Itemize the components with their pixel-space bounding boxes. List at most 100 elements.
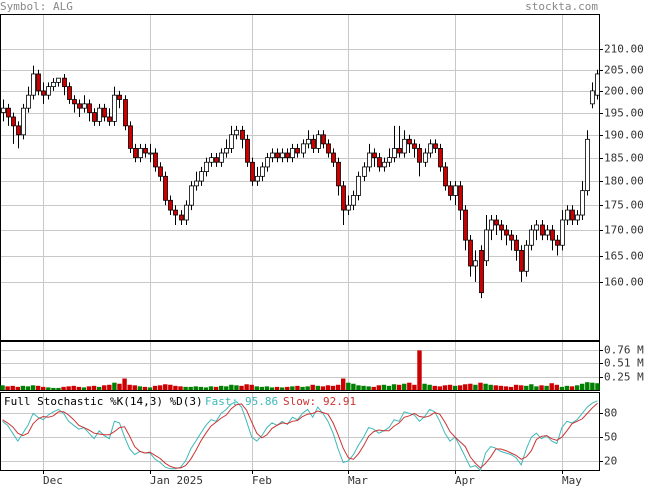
price-panel — [0, 14, 600, 341]
volume-bar — [224, 386, 229, 390]
volume-bar — [468, 383, 473, 390]
volume-bar — [483, 383, 488, 390]
volume-bar — [264, 386, 270, 390]
volume-bar — [427, 384, 432, 390]
candle-body — [270, 152, 275, 159]
volume-bar — [102, 385, 107, 390]
volume-bar — [325, 385, 331, 390]
volume-bar — [564, 385, 570, 390]
x-tick-label: Feb — [252, 474, 272, 486]
volume-bar — [208, 386, 214, 390]
y-tick-label: 0.76 M — [604, 344, 644, 357]
y-tick-label: 50 — [604, 431, 617, 444]
candle-body — [306, 138, 311, 145]
candle-body — [265, 157, 270, 168]
stochastic-line — [2, 400, 598, 472]
volume-bar — [361, 385, 366, 390]
volume-bar — [300, 386, 305, 390]
volume-bar — [539, 385, 544, 390]
x-tick-label: Apr — [455, 474, 475, 486]
volume-bar — [417, 350, 422, 390]
volume-bar — [396, 384, 402, 390]
y-tick-label: 80 — [604, 407, 617, 420]
volume-bar — [580, 383, 585, 390]
volume-bar — [437, 386, 443, 390]
candle-body — [260, 166, 265, 177]
x-tick-label: May — [562, 474, 582, 486]
candle-body — [417, 148, 422, 163]
candle-body — [458, 185, 463, 211]
candle-body — [504, 229, 509, 236]
candle-body — [295, 148, 300, 154]
candle-body — [301, 143, 306, 154]
volume-bar — [508, 386, 514, 390]
candle-body — [11, 116, 16, 127]
volume-bar — [595, 383, 600, 390]
volume-bar — [218, 385, 224, 390]
volume-bar — [320, 386, 326, 390]
candle-body — [21, 107, 26, 136]
candle-body — [443, 166, 448, 187]
volume-bar — [473, 384, 478, 390]
volume-bar — [163, 384, 168, 390]
candle-body — [224, 148, 229, 154]
candle-body — [387, 157, 392, 163]
candle-body — [199, 171, 204, 182]
candle-body — [102, 107, 107, 118]
volume-bar — [168, 384, 173, 390]
legend-name: Fast: — [205, 395, 238, 408]
candle-body — [494, 219, 499, 226]
volume-bar — [452, 385, 458, 390]
volume-bar — [274, 386, 280, 390]
candle-body — [36, 73, 41, 92]
volume-bar — [254, 386, 259, 390]
volume-bar — [442, 385, 448, 390]
legend-value: 92.91 — [323, 395, 356, 408]
candle-body — [453, 185, 458, 196]
candle-body — [412, 143, 417, 149]
volume-bar — [51, 387, 56, 390]
volume-bar — [41, 386, 46, 390]
candle-body — [163, 175, 168, 201]
candle-body — [31, 73, 36, 96]
volume-bar — [91, 385, 97, 390]
candle-body — [362, 166, 367, 177]
volume-bar — [71, 385, 76, 390]
candle-body — [123, 99, 128, 127]
candle-body — [479, 249, 484, 294]
candle-body — [519, 249, 524, 272]
volume-bar — [315, 385, 320, 390]
candle-body — [173, 209, 178, 216]
candle-body — [1, 107, 6, 113]
candle-body — [250, 161, 255, 182]
volume-bar — [25, 386, 31, 390]
candle-body — [550, 229, 555, 241]
volume-bar — [351, 383, 356, 390]
candle-body — [402, 138, 407, 154]
candle-body — [468, 239, 473, 267]
candle-body — [168, 199, 173, 211]
candle-body — [82, 103, 87, 109]
volume-bar — [585, 382, 590, 390]
volume-bar — [518, 385, 524, 390]
volume-bar — [569, 386, 575, 390]
volume-bar — [117, 383, 122, 390]
volume-bar — [147, 387, 153, 390]
volume-bar — [5, 386, 10, 390]
candle-body — [133, 148, 138, 159]
candle-body — [341, 185, 346, 211]
candle-body — [240, 129, 245, 140]
candle-body — [372, 152, 377, 159]
stochastic-panel — [0, 392, 600, 471]
volume-bar — [188, 386, 193, 390]
candle-body — [77, 103, 82, 109]
candle-body — [87, 103, 92, 113]
volume-bar — [290, 386, 295, 390]
candle-body — [92, 112, 97, 122]
x-tick-label: Mar — [348, 474, 368, 486]
volume-bar — [478, 382, 483, 390]
candle-body — [97, 107, 102, 122]
volume-bar — [534, 386, 539, 390]
candle-body — [234, 129, 239, 136]
y-tick-label: 170.00 — [604, 224, 644, 237]
